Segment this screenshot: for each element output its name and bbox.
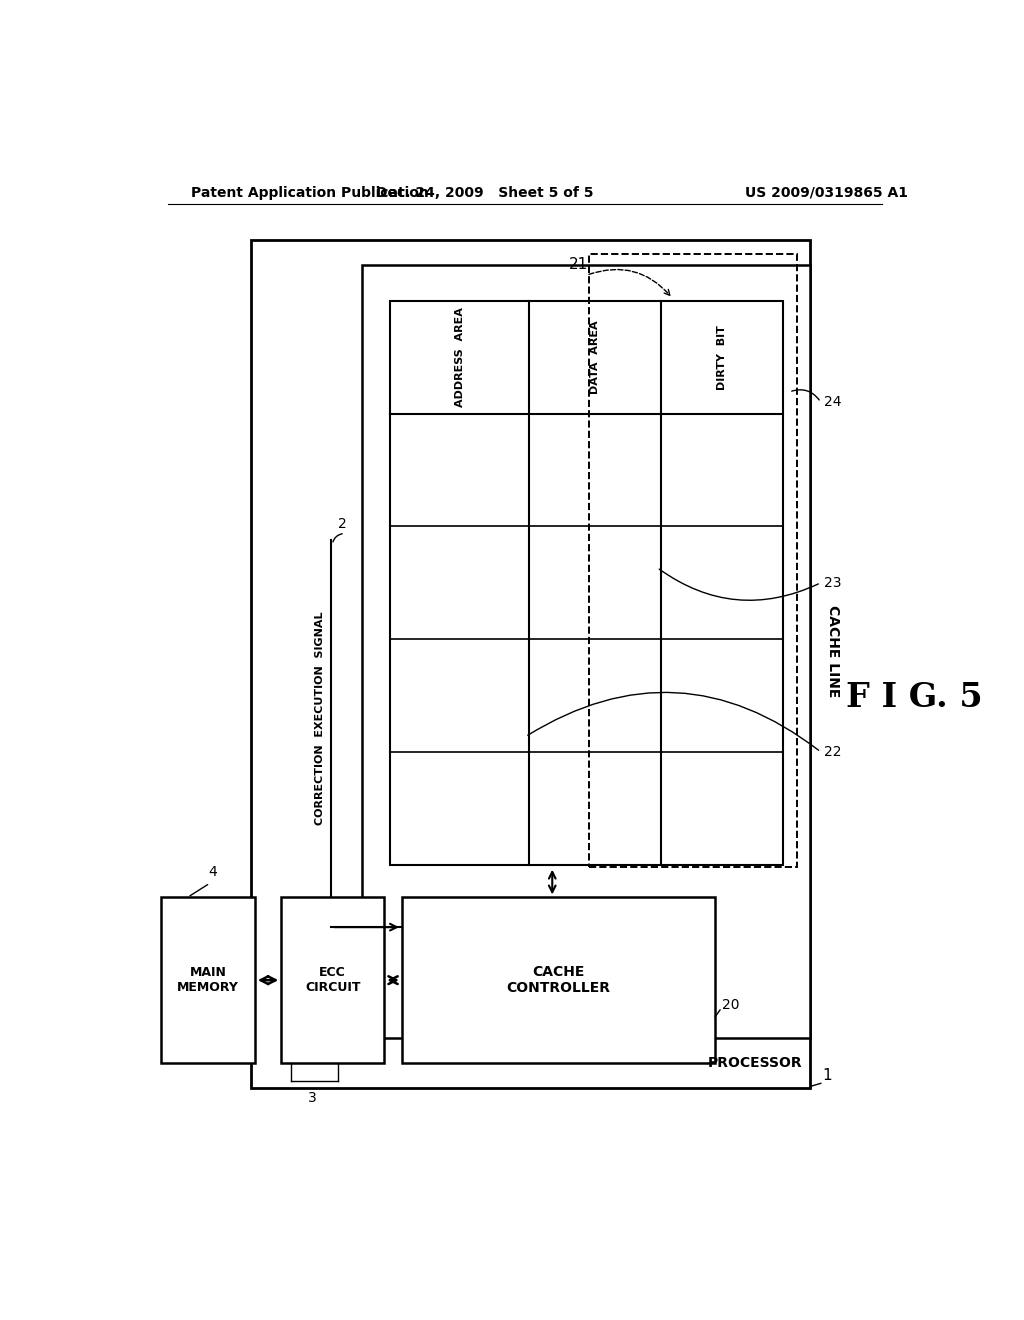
Text: ADDRESS  AREA: ADDRESS AREA — [455, 308, 465, 407]
Text: MAIN
MEMORY: MAIN MEMORY — [177, 966, 239, 994]
Text: 22: 22 — [824, 744, 842, 759]
Bar — [282, 898, 384, 1063]
Bar — [162, 898, 255, 1063]
Bar — [589, 253, 797, 867]
Text: 21: 21 — [568, 257, 588, 272]
Text: US 2009/0319865 A1: US 2009/0319865 A1 — [744, 186, 908, 199]
Text: CORRECTION  EXECUTION  SIGNAL: CORRECTION EXECUTION SIGNAL — [314, 611, 325, 825]
Bar — [390, 301, 782, 865]
Text: ECC
CIRCUIT: ECC CIRCUIT — [305, 966, 360, 994]
Text: PROCESSOR: PROCESSOR — [708, 1056, 803, 1071]
Text: 23: 23 — [824, 576, 842, 590]
Text: 24: 24 — [824, 395, 842, 409]
Text: 1: 1 — [822, 1068, 833, 1084]
Text: 3: 3 — [308, 1092, 316, 1105]
Bar — [401, 898, 715, 1063]
Text: DATA  AREA: DATA AREA — [590, 321, 600, 393]
Text: CACHE
CONTROLLER: CACHE CONTROLLER — [507, 965, 610, 995]
Text: Dec. 24, 2009   Sheet 5 of 5: Dec. 24, 2009 Sheet 5 of 5 — [377, 186, 594, 199]
Text: 4: 4 — [209, 865, 217, 879]
Text: 2: 2 — [338, 517, 347, 532]
Bar — [362, 265, 810, 1038]
Text: Patent Application Publication: Patent Application Publication — [191, 186, 429, 199]
Bar — [251, 240, 810, 1089]
Text: 20: 20 — [722, 998, 739, 1012]
Text: F I G. 5: F I G. 5 — [846, 681, 983, 714]
Text: DIRTY  BIT: DIRTY BIT — [717, 325, 727, 389]
Text: CACHE LINE: CACHE LINE — [825, 605, 840, 697]
